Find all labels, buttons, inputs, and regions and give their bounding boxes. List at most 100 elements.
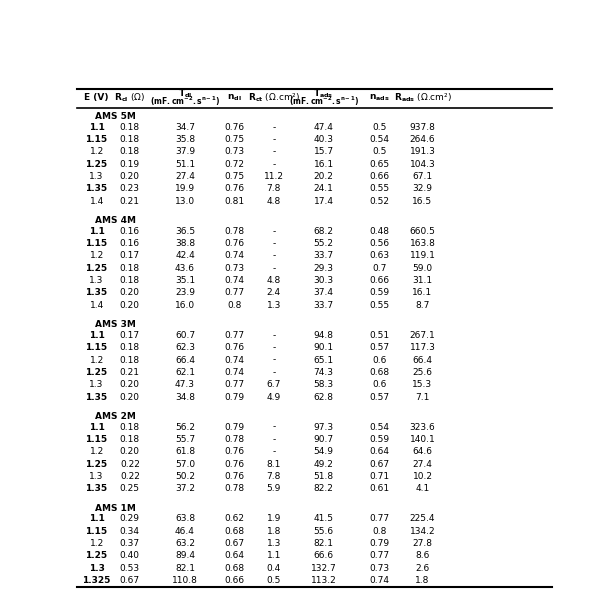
Text: 0.8: 0.8 xyxy=(373,527,387,536)
Text: 50.2: 50.2 xyxy=(175,472,195,481)
Text: 62.3: 62.3 xyxy=(175,343,195,352)
Text: -: - xyxy=(272,147,275,156)
Text: -: - xyxy=(272,423,275,432)
Text: 0.65: 0.65 xyxy=(370,160,390,169)
Text: 1.3: 1.3 xyxy=(89,276,104,285)
Text: 0.67: 0.67 xyxy=(370,460,390,469)
Text: 0.18: 0.18 xyxy=(120,423,140,432)
Text: 41.5: 41.5 xyxy=(314,514,333,524)
Text: 1.4: 1.4 xyxy=(89,197,104,206)
Text: 0.76: 0.76 xyxy=(224,343,245,352)
Text: 1.9: 1.9 xyxy=(267,514,281,524)
Text: 0.77: 0.77 xyxy=(370,514,390,524)
Text: 35.8: 35.8 xyxy=(175,135,195,144)
Text: 0.67: 0.67 xyxy=(120,576,140,585)
Text: 1.15: 1.15 xyxy=(86,343,108,352)
Text: 0.5: 0.5 xyxy=(267,576,281,585)
Text: 0.17: 0.17 xyxy=(120,331,140,340)
Text: E (V): E (V) xyxy=(85,93,109,102)
Text: 0.18: 0.18 xyxy=(120,435,140,444)
Text: 0.18: 0.18 xyxy=(120,355,140,365)
Text: 58.3: 58.3 xyxy=(314,380,333,389)
Text: 0.6: 0.6 xyxy=(373,355,387,365)
Text: 0.79: 0.79 xyxy=(224,392,245,402)
Text: 0.64: 0.64 xyxy=(224,551,245,561)
Text: 0.73: 0.73 xyxy=(370,564,390,573)
Text: 0.23: 0.23 xyxy=(120,184,140,193)
Text: 0.29: 0.29 xyxy=(120,514,140,524)
Text: 25.6: 25.6 xyxy=(413,368,433,377)
Text: 110.8: 110.8 xyxy=(172,576,198,585)
Text: 4.9: 4.9 xyxy=(267,392,281,402)
Text: 0.22: 0.22 xyxy=(120,460,140,469)
Text: 191.3: 191.3 xyxy=(409,147,435,156)
Text: 0.64: 0.64 xyxy=(370,447,390,456)
Text: 66.6: 66.6 xyxy=(314,551,333,561)
Text: 0.79: 0.79 xyxy=(224,423,245,432)
Text: -: - xyxy=(272,135,275,144)
Text: 10.2: 10.2 xyxy=(413,472,433,481)
Text: 1.25: 1.25 xyxy=(86,264,108,273)
Text: 0.77: 0.77 xyxy=(224,380,245,389)
Text: 0.76: 0.76 xyxy=(224,123,245,132)
Text: 0.56: 0.56 xyxy=(370,239,390,248)
Text: 51.8: 51.8 xyxy=(314,472,333,481)
Text: 1.15: 1.15 xyxy=(86,135,108,144)
Text: 132.7: 132.7 xyxy=(311,564,337,573)
Text: 1.8: 1.8 xyxy=(267,527,281,536)
Text: -: - xyxy=(272,160,275,169)
Text: 1.2: 1.2 xyxy=(89,447,104,456)
Text: 35.1: 35.1 xyxy=(175,276,195,285)
Text: 0.76: 0.76 xyxy=(224,184,245,193)
Text: 33.7: 33.7 xyxy=(314,301,333,310)
Text: 267.1: 267.1 xyxy=(409,331,435,340)
Text: 63.8: 63.8 xyxy=(175,514,195,524)
Text: 0.68: 0.68 xyxy=(224,564,245,573)
Text: 104.3: 104.3 xyxy=(409,160,435,169)
Text: AMS 4M: AMS 4M xyxy=(94,216,135,225)
Text: 42.4: 42.4 xyxy=(175,251,195,261)
Text: 37.4: 37.4 xyxy=(314,288,333,298)
Text: 55.6: 55.6 xyxy=(314,527,333,536)
Text: -: - xyxy=(272,355,275,365)
Text: 0.5: 0.5 xyxy=(373,123,387,132)
Text: 33.7: 33.7 xyxy=(314,251,333,261)
Text: 1.35: 1.35 xyxy=(86,184,108,193)
Text: 59.0: 59.0 xyxy=(413,264,433,273)
Text: 40.3: 40.3 xyxy=(314,135,333,144)
Text: 38.8: 38.8 xyxy=(175,239,195,248)
Text: 94.8: 94.8 xyxy=(314,331,333,340)
Text: 16.5: 16.5 xyxy=(413,197,433,206)
Text: 0.63: 0.63 xyxy=(370,251,390,261)
Text: 90.7: 90.7 xyxy=(314,435,333,444)
Text: 7.1: 7.1 xyxy=(415,392,430,402)
Text: 264.6: 264.6 xyxy=(409,135,435,144)
Text: 0.40: 0.40 xyxy=(120,551,140,561)
Text: 65.1: 65.1 xyxy=(314,355,333,365)
Text: 1.2: 1.2 xyxy=(89,355,104,365)
Text: 0.76: 0.76 xyxy=(224,239,245,248)
Text: 1.25: 1.25 xyxy=(86,551,108,561)
Text: 68.2: 68.2 xyxy=(314,227,333,236)
Text: 0.18: 0.18 xyxy=(120,147,140,156)
Text: 0.21: 0.21 xyxy=(120,197,140,206)
Text: 1.3: 1.3 xyxy=(89,564,104,573)
Text: 0.76: 0.76 xyxy=(224,472,245,481)
Text: 1.25: 1.25 xyxy=(86,460,108,469)
Text: -: - xyxy=(272,251,275,261)
Text: 0.72: 0.72 xyxy=(224,160,245,169)
Text: 1.3: 1.3 xyxy=(267,539,281,548)
Text: 1.2: 1.2 xyxy=(89,147,104,156)
Text: 0.78: 0.78 xyxy=(224,435,245,444)
Text: 0.20: 0.20 xyxy=(120,392,140,402)
Text: $\mathbf{(mF.cm^{-2}.s^{n-1})}$: $\mathbf{(mF.cm^{-2}.s^{n-1})}$ xyxy=(150,94,220,108)
Text: 0.57: 0.57 xyxy=(370,343,390,352)
Text: 0.55: 0.55 xyxy=(370,301,390,310)
Text: 6.7: 6.7 xyxy=(267,380,281,389)
Text: 0.61: 0.61 xyxy=(370,484,390,493)
Text: 0.66: 0.66 xyxy=(370,172,390,181)
Text: -: - xyxy=(272,227,275,236)
Text: 62.8: 62.8 xyxy=(314,392,333,402)
Text: 1.1: 1.1 xyxy=(267,551,281,561)
Text: AMS 5M: AMS 5M xyxy=(94,112,135,121)
